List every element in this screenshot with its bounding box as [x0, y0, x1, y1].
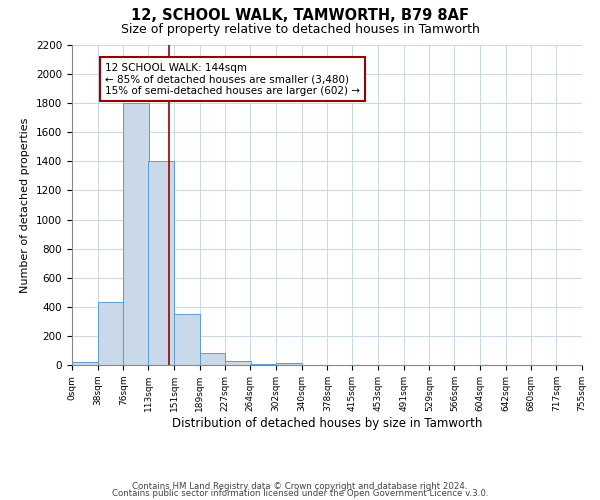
Bar: [276, 363, 302, 365]
Bar: [200, 354, 226, 365]
Bar: [124, 103, 149, 365]
Text: Contains HM Land Registry data © Crown copyright and database right 2024.: Contains HM Land Registry data © Crown c…: [132, 482, 468, 491]
Text: Contains public sector information licensed under the Open Government Licence v.: Contains public sector information licen…: [112, 490, 488, 498]
Bar: [226, 362, 251, 365]
Text: Size of property relative to detached houses in Tamworth: Size of property relative to detached ho…: [121, 22, 479, 36]
Bar: [148, 162, 174, 365]
X-axis label: Distribution of detached houses by size in Tamworth: Distribution of detached houses by size …: [172, 416, 482, 430]
Text: 12 SCHOOL WALK: 144sqm
← 85% of detached houses are smaller (3,480)
15% of semi-: 12 SCHOOL WALK: 144sqm ← 85% of detached…: [105, 62, 360, 96]
Bar: [174, 314, 200, 365]
Bar: [250, 364, 276, 365]
Bar: [72, 362, 98, 365]
Y-axis label: Number of detached properties: Number of detached properties: [20, 118, 31, 292]
Bar: [98, 302, 124, 365]
Text: 12, SCHOOL WALK, TAMWORTH, B79 8AF: 12, SCHOOL WALK, TAMWORTH, B79 8AF: [131, 8, 469, 22]
